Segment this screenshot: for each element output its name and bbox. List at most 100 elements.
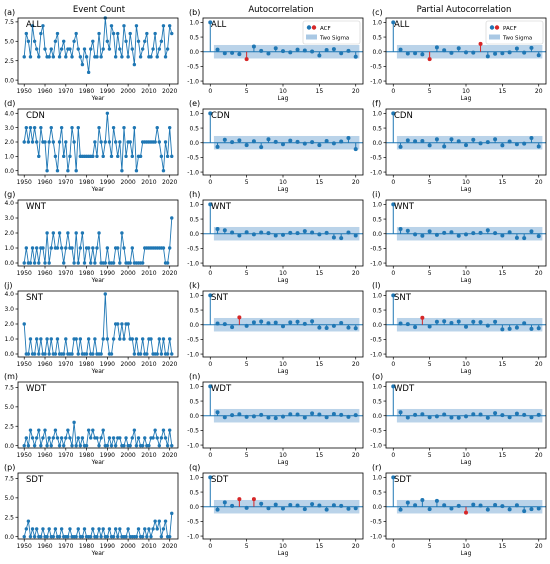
data-point [64,436,68,440]
stem-marker [353,413,358,418]
x-tick-label: 20 [352,88,360,95]
data-point [37,261,41,265]
data-point [132,352,137,356]
data-point [80,62,85,67]
data-point [147,443,151,448]
data-point [167,337,172,341]
data-point [37,154,41,159]
stem-marker [507,230,512,235]
data-point [126,527,130,531]
y-tick-label: -0.5 [370,246,382,253]
x-tick-label: 20 [352,179,360,186]
data-point [57,443,62,448]
panel-wnt-2: -1.0 -0.5 0.0 0.5 1.0 0 5 10 15 20 Lag (i) WNT [370,190,547,284]
panel-letter: (a) [4,8,15,17]
y-tick-label: -0.5 [370,337,382,344]
data-point [43,140,47,144]
stem-marker [514,503,519,508]
y-tick-label: 0.5 [372,34,382,41]
stem-marker [295,139,300,144]
data-point [45,337,49,341]
panel-letter: (p) [4,463,15,472]
stem-marker [514,325,519,330]
data-point [145,534,149,539]
data-point [143,436,147,440]
stem-marker [522,141,527,146]
data-point [43,352,47,356]
data-point [24,436,29,440]
data-point [134,168,139,173]
stem-marker [434,414,439,419]
data-point [82,261,87,265]
stem-marker [449,50,454,55]
stem-marker [339,412,344,417]
stem-marker [288,230,293,235]
stem-marker [442,144,447,149]
x-axis-label: Lag [278,186,289,193]
panel-wdt-0: 0.0 2.5 5.0 7.5 1950 1960 1970 1980 1990 2000 2010… [4,372,179,466]
x-tick-label: 15 [499,179,507,186]
data-point [120,231,124,235]
data-point [57,534,62,539]
axes-frame [17,381,179,449]
data-point [163,140,168,144]
x-tick-label: 10 [279,88,287,95]
y-tick-label: 0.0 [4,77,14,84]
x-tick-label: 20 [535,179,543,186]
x-tick-label: 5 [245,270,249,277]
data-point [109,24,114,28]
y-tick-label: 1.0 [4,154,14,161]
data-point [116,31,120,36]
y-tick-label: -1.0 [370,442,382,449]
stem-marker [413,412,418,417]
panel-snt-2: -1.0 -0.5 0.0 0.5 1.0 0 5 10 15 20 Lag (l) SNT [370,281,547,375]
panel-label: ALL [26,20,42,30]
stem-marker [346,48,351,53]
y-tick-label: -0.5 [187,155,199,162]
data-point [32,261,37,265]
data-point [45,168,49,173]
data-point [111,125,116,130]
stem-marker [442,48,447,53]
x-tick-label: 5 [245,543,249,550]
x-tick-label: 1980 [79,452,94,459]
y-tick-label: -1.0 [370,533,382,540]
data-point [93,140,97,144]
stem-marker [230,230,235,235]
y-tick-label: 7.5 [4,19,14,26]
x-tick-label: 1990 [100,361,115,368]
stem-marker [478,412,483,417]
data-point [134,534,139,539]
y-tick-label: 2.0 [4,139,14,146]
x-tick-label: 2000 [120,179,135,186]
stem-marker [478,320,483,325]
stem-marker [266,415,271,420]
data-point [35,337,39,341]
data-point [134,443,139,448]
x-tick-label: 10 [462,543,470,550]
x-tick-label: 1990 [100,543,115,550]
data-point [70,443,74,448]
x-tick-label: 0 [391,270,395,277]
data-point [72,261,76,265]
y-tick-label: 0.0 [372,413,382,420]
data-point [82,527,87,531]
data-point [37,352,41,356]
stem-marker [237,233,242,238]
data-point [76,352,80,356]
data-point [37,428,41,432]
data-point [82,47,87,51]
stem-marker [493,502,498,507]
x-tick-label: 15 [499,270,507,277]
stem-marker [413,139,418,144]
data-point [140,261,145,265]
y-tick-label: 0.5 [372,489,382,496]
x-tick-label: 2020 [162,270,177,277]
panel-label: WNT [26,202,47,212]
data-point [140,337,145,341]
y-tick-label: -1.0 [370,260,382,267]
data-point [93,337,97,341]
y-tick-label: -1.0 [187,169,199,176]
stem-marker [456,319,461,324]
stem-marker [442,230,447,235]
